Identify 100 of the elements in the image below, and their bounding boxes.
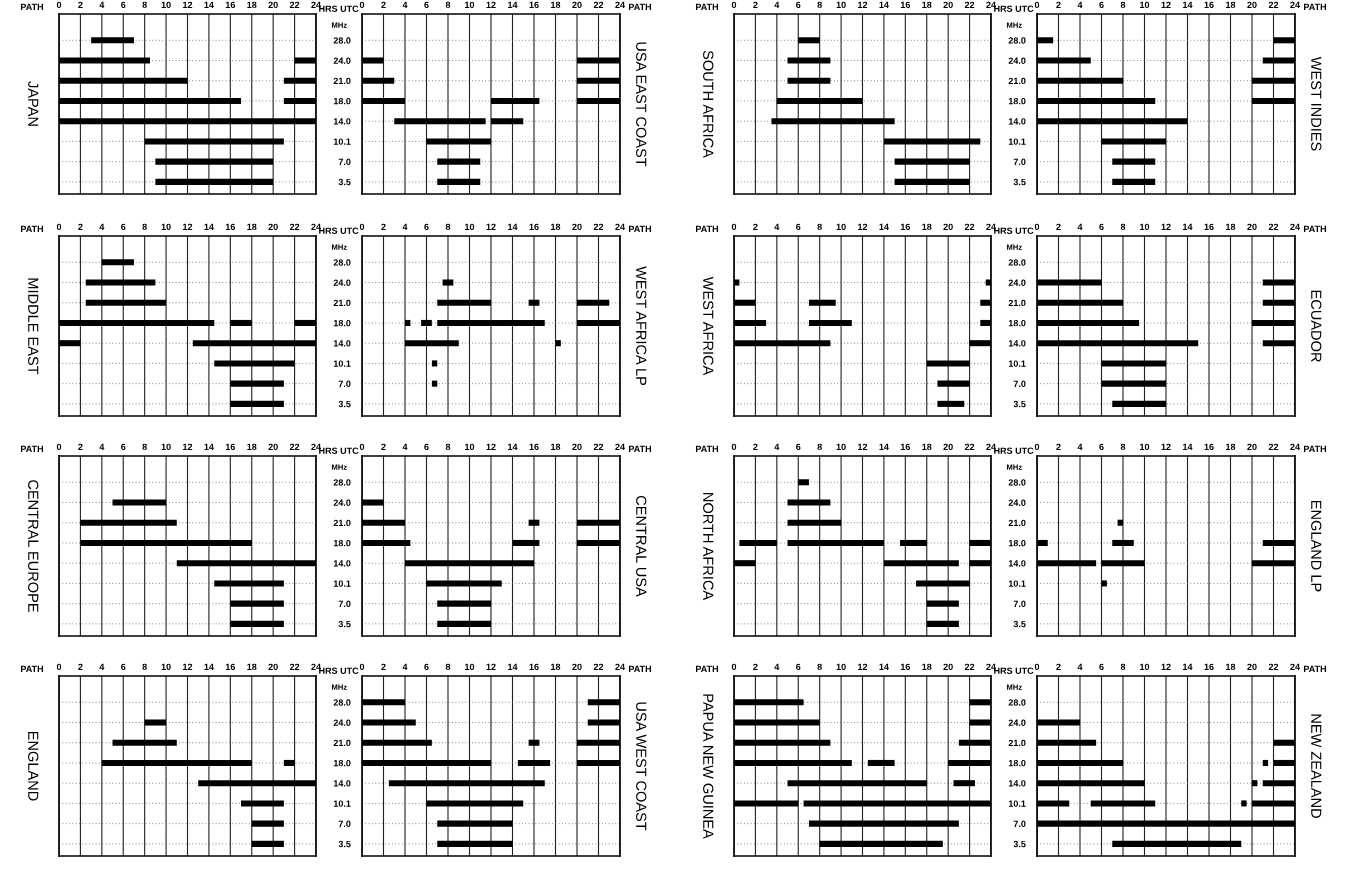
bar [1101,380,1166,387]
x-tick-label: 10 [465,223,475,231]
text: PATH [20,3,44,10]
bar [85,299,167,306]
x-tick-label: 6 [1099,663,1104,671]
x-tick-label: 24 [986,223,996,230]
x-tick-label: 20 [1247,1,1257,9]
bar [437,820,513,827]
x-tick-label: 0 [56,663,62,671]
y-tick-label: 24.0 [333,499,351,506]
x-tick-label: 12 [858,1,868,8]
y-tick-label: 18.0 [333,97,351,105]
x-tick-label: 10 [836,443,846,451]
bar [405,340,459,347]
x-tick-label: 12 [858,663,868,670]
y-tick-label: 24.0 [1008,57,1026,64]
x-tick-label: 14 [1183,223,1193,230]
x-tick-label: 8 [817,223,822,231]
bar [798,37,820,44]
x-tick-label: 14 [204,223,214,230]
bar [437,178,481,185]
x-tick-label: 18 [922,1,932,9]
x-tick-label: 12 [486,223,496,230]
x-tick-label: 10 [1140,443,1150,451]
x-tick-label: 14 [879,663,889,670]
y-tick-label: 10.1 [1008,800,1026,807]
x-tick-label: 22 [289,443,300,450]
x-tick-label: 10 [1140,223,1150,231]
x-tick-label: 0 [359,223,365,231]
y-tick-label: 21.0 [1008,739,1026,747]
y-tick-label: 18.0 [1008,319,1026,327]
y-tick-label: 28.0 [1008,699,1026,706]
x-tick-label: 22 [593,223,604,230]
x-tick-label: 10 [465,443,475,451]
y-tick-label: 21.0 [333,739,351,747]
y-tick-label: 28.0 [333,699,351,706]
bar [283,759,295,766]
x-tick-label: 12 [858,443,868,450]
bar [144,138,284,145]
x-tick-label: 24 [311,1,321,8]
x-tick-label: 8 [1120,663,1126,671]
x-tick-label: 20 [572,223,582,231]
x-tick-label: 24 [615,663,625,670]
x-tick-label: 18 [922,223,932,231]
x-tick-label: 16 [529,223,539,231]
x-tick-label: 8 [142,443,147,451]
x-tick-label: 18 [551,443,561,451]
y2-axis-title: USA EAST COAST [636,42,647,167]
text: MIDDLE EAST [28,278,39,375]
bar [787,77,831,84]
x-tick-label: 2 [1056,223,1061,230]
x-tick-label: 20 [1247,443,1257,451]
bar [776,97,863,104]
text: PATH [695,225,719,232]
x-tick-label: 20 [1247,663,1257,671]
x-tick-label: 18 [1226,443,1236,451]
x-tick-label: 18 [247,223,257,231]
x-tick-label: 14 [508,223,518,230]
x-tick-label: 8 [1120,443,1126,451]
text: PATH [628,3,652,10]
x-tick-label: 20 [943,663,953,671]
bar [101,759,252,766]
x-tick-label: 22 [289,223,300,230]
x-tick-label: 20 [268,663,278,671]
x-tick-label: 22 [1268,663,1279,670]
x-tick-label: 8 [1120,1,1126,9]
bar [230,400,284,407]
x-tick-label: 24 [1290,663,1300,670]
y-tick-label: 3.5 [1013,400,1026,408]
text: PATH [628,225,652,232]
bar [1262,759,1269,766]
bar [953,780,975,787]
x-tick-label: 8 [142,663,147,671]
bar [431,380,438,387]
x-tick-label: 6 [424,223,429,231]
y-tick-label: 18.0 [333,319,351,327]
x-tick-label: 18 [247,1,257,9]
bar [431,360,438,367]
bar [230,380,284,387]
bar [894,178,970,185]
x-tick-label: 20 [268,443,278,451]
x-tick-label: 20 [943,443,953,451]
x-tick-label: 16 [225,443,236,451]
bar [528,519,540,526]
x-tick-label: 16 [900,223,911,231]
x-tick-label: 16 [900,443,911,451]
x-tick-label: 2 [753,443,758,450]
x-tick-label: 8 [817,663,822,671]
x-tick-label: 4 [1077,1,1083,8]
y-tick-label: 14.0 [333,340,351,347]
x-tick-label: 10 [161,663,171,671]
y-tick-label: 10.1 [1008,138,1026,145]
x-axis-title: HRS UTC [319,667,359,674]
x-tick-label: 4 [1077,223,1083,230]
bar [394,118,486,125]
x-tick-label: 20 [268,1,278,9]
x-axis-title: HRS UTC [994,447,1034,454]
x-tick-label: 6 [1099,223,1104,231]
x-tick-label: 14 [508,1,518,8]
x-tick-label: 20 [268,223,278,231]
